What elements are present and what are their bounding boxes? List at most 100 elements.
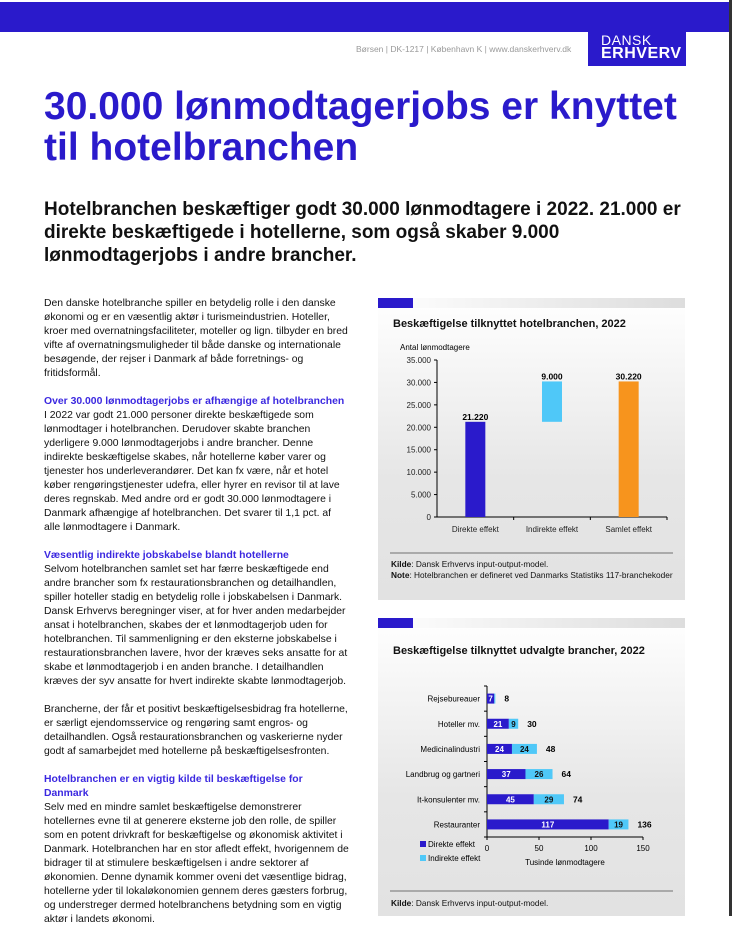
value-label-indirekte: 29: [544, 795, 553, 804]
legend-swatch: [420, 841, 426, 847]
x-tick-label: Indirekte effekt: [526, 525, 579, 534]
x-tick-label: Direkte effekt: [452, 525, 500, 534]
divider: [390, 890, 673, 892]
data-label: 30.220: [616, 371, 642, 381]
y-axis-label: Antal lønmodtagere: [400, 343, 470, 352]
section-heading: Hotelbranchen er en vigtig kilde til bes…: [44, 774, 303, 799]
category-label: Landbrug og gartneri: [406, 770, 481, 779]
x-tick-label: Samlet effekt: [605, 525, 652, 534]
note-text: : Hotelbranchen er defineret ved Danmark…: [409, 570, 673, 580]
value-label-indirekte: 26: [535, 770, 544, 779]
chart-panel-branches: Beskæftigelse tilknyttet udvalgte branch…: [378, 618, 685, 916]
category-label: Medicinalindustri: [420, 745, 480, 754]
paragraph: I 2022 var godt 21.000 personer direkte …: [44, 410, 340, 533]
x-axis-label: Tusinde lønmodtagere: [525, 858, 605, 867]
value-label-indirekte: 19: [614, 820, 623, 829]
data-label: 21.220: [462, 412, 488, 422]
bar-direkte: [487, 743, 512, 754]
bar-direkte: [487, 718, 509, 729]
logo-line1: DANSK: [601, 32, 652, 48]
address-line: Børsen | DK-1217 | København K | www.dan…: [356, 44, 572, 54]
bar-direkte: [487, 794, 534, 805]
value-label-direkte: 117: [541, 820, 554, 829]
source-text: : Dansk Erhvervs input-output-model.: [411, 898, 549, 908]
section-heading: Væsentlig indirekte jobskabelse blandt h…: [44, 550, 289, 561]
total-label: 74: [573, 794, 583, 804]
page-subtitle: Hotelbranchen beskæftiger godt 30.000 lø…: [44, 199, 681, 266]
category-label: It-konsulenter mv.: [417, 795, 480, 804]
y-tick-label: 25.000: [407, 401, 432, 410]
bar-indirekte: [508, 718, 519, 729]
divider: [390, 552, 673, 554]
y-tick-label: 35.000: [407, 356, 432, 365]
bar-direkte: [487, 819, 609, 830]
section: Væsentlig indirekte jobskabelse blandt h…: [44, 549, 349, 689]
chart-source: Kilde: Dansk Erhvervs input-output-model…: [391, 898, 681, 909]
page-title: 30.000 lønmodtagerjobs er knyttet til ho…: [44, 85, 677, 169]
chart-title: Beskæftigelse tilknyttet hotelbranchen, …: [393, 318, 626, 330]
dansk-erhverv-logo: DANSK ERHVERV: [588, 32, 686, 66]
paragraph: Brancherne, der får et positivt beskæfti…: [44, 704, 348, 757]
legend-label: Indirekte effekt: [428, 854, 481, 863]
x-tick-label: 0: [485, 844, 490, 853]
panel-tab: [378, 298, 413, 308]
total-label: 136: [637, 819, 651, 829]
x-tick-label: 150: [636, 844, 650, 853]
chart-hotel: Antal lønmodtagere 0 5.000 10.000 15.000 20.0…: [400, 343, 668, 534]
y-tick-label: 5.000: [411, 491, 432, 500]
total-label: 64: [562, 769, 572, 779]
value-label-direkte: 37: [502, 770, 511, 779]
source-text: : Dansk Erhvervs input-output-model.: [411, 559, 549, 569]
data-label: 9.000: [541, 371, 563, 381]
note-label: Note: [391, 570, 410, 580]
page-edge: [729, 0, 732, 916]
value-label-direkte: 45: [506, 795, 515, 804]
paragraph: Selv med en mindre samlet beskæftigelse …: [44, 802, 349, 925]
x-tick-label: 50: [535, 844, 544, 853]
article-body: Den danske hotelbranche spiller en betyd…: [44, 297, 349, 941]
value-label-direkte: 7: [488, 695, 493, 704]
section: Over 30.000 lønmodtagerjobs er afhængige…: [44, 395, 349, 535]
bar-indirekte: [494, 693, 496, 704]
category-label: Rejsebureauer: [428, 695, 481, 704]
y-tick-label: 20.000: [407, 423, 432, 432]
x-tick-label: 100: [584, 844, 598, 853]
section-heading: Over 30.000 lønmodtagerjobs er afhængige…: [44, 396, 345, 407]
category-label: Restauranter: [434, 820, 481, 829]
panel-tab: [378, 618, 413, 628]
chart-panel-hotel: Beskæftigelse tilknyttet hotelbranchen, …: [378, 298, 685, 600]
top-banner: [0, 2, 732, 32]
chart-branches: 0 50 100 150 Tusinde lønmodtagere Rejsebureau…: [406, 685, 652, 867]
section: Hotelbranchen er en vigtig kilde til bes…: [44, 773, 349, 927]
bar-indirekte-effekt: [542, 381, 562, 422]
category-label: Hoteller mv.: [438, 720, 480, 729]
y-tick-label: 0: [427, 513, 432, 522]
bar-indirekte: [608, 819, 629, 830]
panel-tab-bar: [378, 298, 685, 308]
y-tick-label: 10.000: [407, 468, 432, 477]
value-label-direkte: 24: [495, 745, 504, 754]
bar-indirekte: [525, 769, 553, 780]
bar-indirekte: [511, 743, 537, 754]
y-tick-label: 30.000: [407, 378, 432, 387]
logo-line2: ERHVERV: [601, 45, 682, 62]
bar-indirekte: [533, 794, 564, 805]
panel-tab-bar: [378, 618, 685, 628]
legend-label: Direkte effekt: [428, 840, 476, 849]
total-label: 30: [527, 719, 537, 729]
bar-direkte: [487, 693, 495, 704]
legend-swatch: [420, 855, 426, 861]
chart-title: Beskæftigelse tilknyttet udvalgte branch…: [393, 645, 645, 657]
total-label: 8: [504, 694, 509, 704]
value-label-indirekte: 9: [511, 720, 516, 729]
source-label: Kilde: [391, 898, 412, 908]
total-label: 48: [546, 744, 556, 754]
bar-direkte-effekt: [465, 421, 486, 517]
bar-direkte: [487, 769, 526, 780]
paragraph: Den danske hotelbranche spiller en betyd…: [44, 298, 348, 379]
source-label: Kilde: [391, 559, 412, 569]
value-label-direkte: 21: [493, 720, 502, 729]
paragraph: Selvom hotelbranchen samlet set har færr…: [44, 564, 348, 687]
chart-source: Kilde: Dansk Erhvervs input-output-model…: [391, 559, 681, 581]
bar-samlet-effekt: [618, 381, 639, 517]
